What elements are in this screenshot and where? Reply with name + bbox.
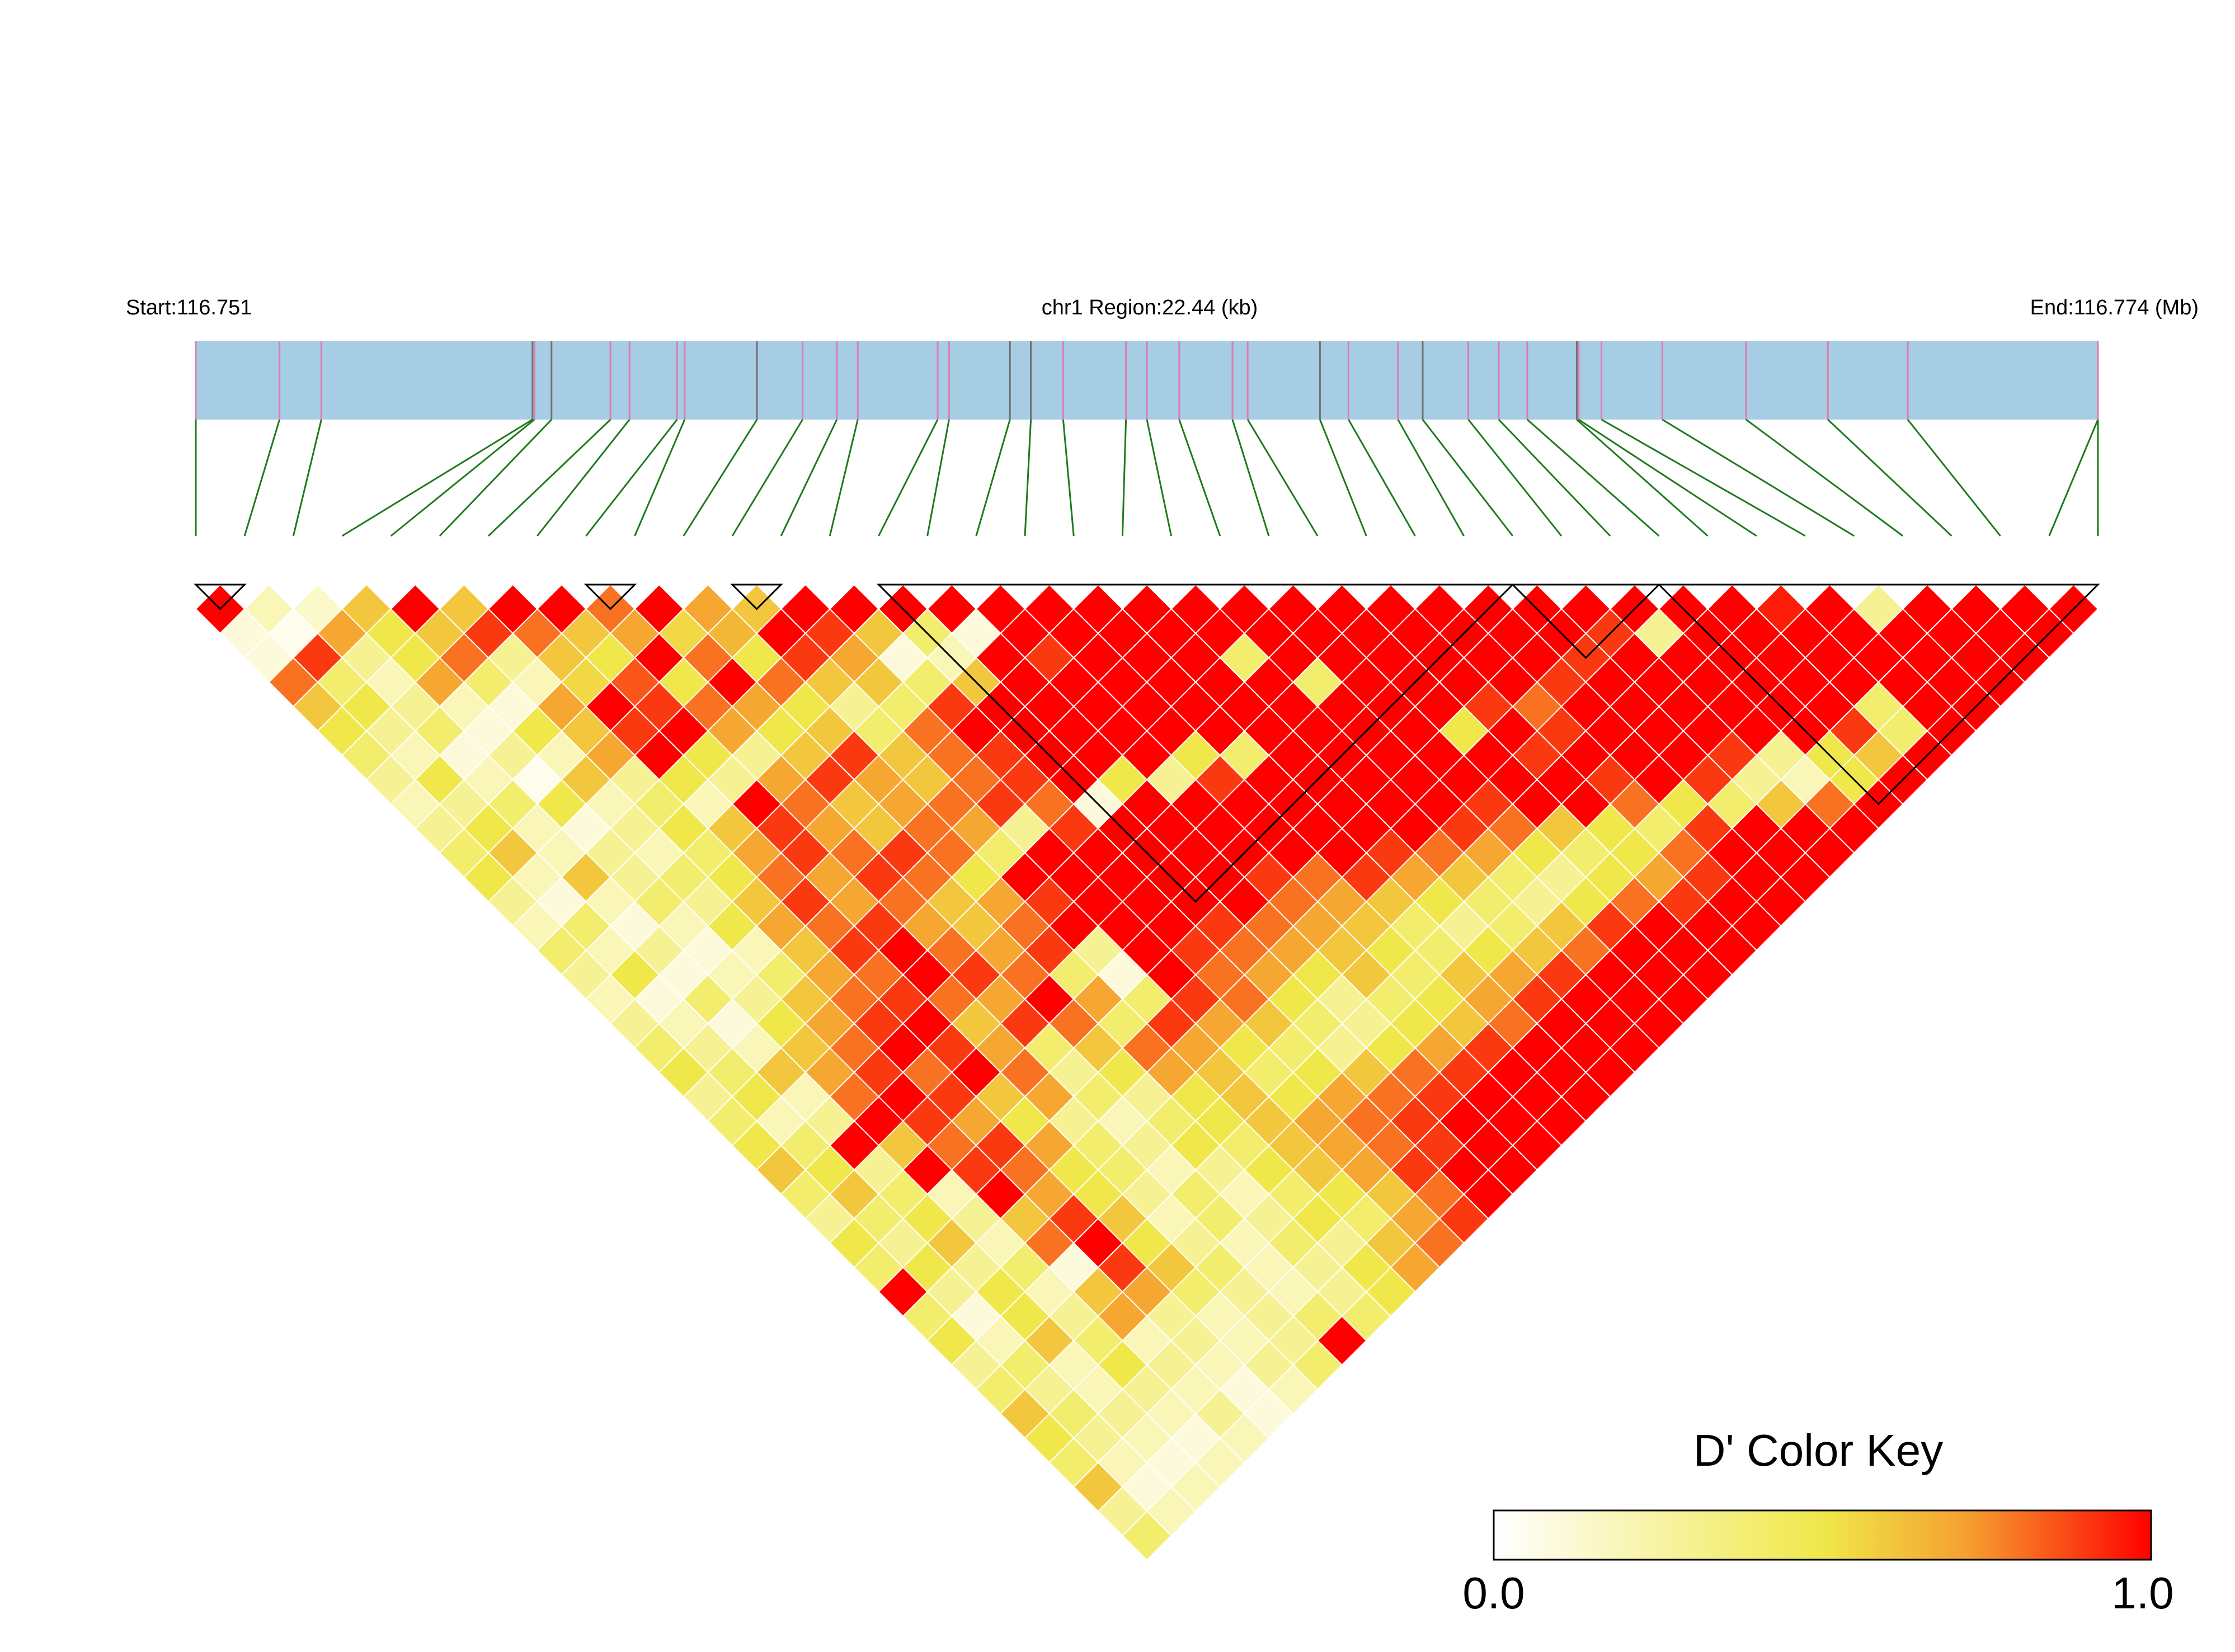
snp-connector-lines	[195, 418, 2099, 537]
snp-connector	[537, 419, 630, 536]
snp-connector	[2048, 419, 2099, 536]
snp-connector	[829, 419, 859, 536]
snp-connector	[341, 418, 533, 537]
snp-connector	[1422, 419, 1514, 536]
snp-connector	[1121, 419, 1127, 536]
snp-connector	[1024, 419, 1032, 536]
snp-connector	[1062, 419, 1075, 536]
ld-block-outline	[1511, 583, 1662, 659]
snp-connector	[1397, 419, 1465, 536]
color-key-title: D' Color Key	[1693, 1425, 1944, 1475]
snp-connector	[292, 419, 322, 536]
snp-connector	[634, 419, 686, 536]
snp-connector	[1178, 419, 1221, 536]
ld-block-outline	[876, 583, 1515, 903]
snp-connector	[975, 419, 1011, 536]
color-key-max-label: 1.0	[2111, 1568, 2173, 1618]
ld-cells	[195, 583, 2099, 1561]
snp-connector	[488, 418, 611, 537]
snp-connector	[1745, 418, 1904, 537]
ld-block-outline	[194, 583, 247, 610]
snp-connector	[439, 418, 552, 537]
snp-connector	[731, 419, 803, 536]
snp-connector	[1348, 419, 1416, 536]
ld-cell	[1121, 1510, 1173, 1561]
snp-connector	[780, 419, 838, 536]
snp-connector	[1527, 418, 1660, 537]
snp-connector	[243, 419, 281, 536]
snp-connector	[1907, 419, 2001, 536]
snp-connector	[878, 419, 939, 536]
snp-connector	[683, 419, 758, 536]
ld-block-outline	[730, 583, 783, 610]
snp-connector	[585, 419, 678, 536]
ld-block-outlines	[194, 583, 2100, 903]
ld-block-outline	[584, 583, 637, 610]
snp-connector	[1498, 418, 1611, 537]
snp-connector	[1146, 419, 1173, 536]
snp-connector	[1578, 418, 1757, 537]
region-start-label: Start:116.751	[126, 296, 252, 319]
color-key-min-label: 0.0	[1462, 1568, 1524, 1618]
snp-connector	[1231, 419, 1270, 536]
snp-connector	[1467, 419, 1563, 536]
ld-block-outline	[1657, 583, 2100, 806]
snp-connector	[1827, 418, 1952, 537]
color-key-bar	[1493, 1509, 2152, 1561]
snp-connector	[1601, 418, 1806, 537]
region-end-label: End:116.774 (Mb)	[2030, 296, 2199, 319]
snp-connector	[1246, 419, 1319, 536]
snp-connector	[926, 419, 950, 536]
region-center-label: chr1 Region:22.44 (kb)	[1042, 296, 1258, 319]
snp-position-ticks	[195, 341, 2099, 420]
snp-connector	[390, 418, 535, 537]
snp-connector	[1662, 418, 1855, 537]
snp-connector	[1319, 419, 1367, 536]
snp-connector	[1576, 418, 1709, 537]
